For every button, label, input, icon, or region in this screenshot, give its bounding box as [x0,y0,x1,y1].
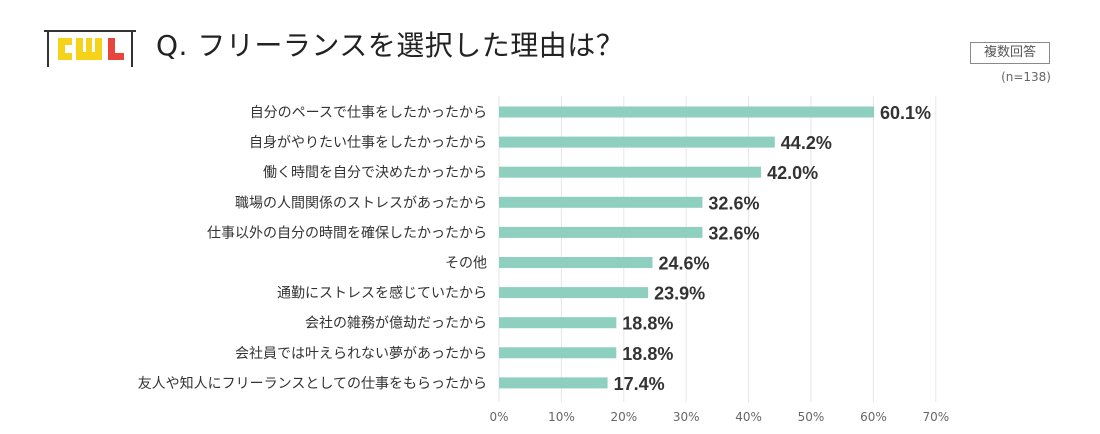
category-label: 自身がやりたい仕事をしたかったから [249,135,487,151]
category-label: 会社の雑務が億劫だったから [305,316,487,332]
labels: 0% 10% 20% 30% 40% 50% 60% 70% 自分のペースで仕事をしたかったから… [138,103,949,424]
category-label: その他 [445,256,487,272]
bar [499,106,875,118]
x-tick-label: 30% [673,410,700,424]
bar [499,347,617,359]
bar [499,226,703,238]
bar [499,287,649,299]
sample-size: (n=138) [1001,70,1051,84]
category-label: 自分のペースで仕事をしたかったから [250,105,487,121]
bar [499,136,775,148]
x-tick-label: 60% [860,410,887,424]
bars [499,106,875,389]
chart-title: Q. フリーランスを選択した理由は？ [156,29,625,62]
category-label: 友人や知人にフリーランスとしての仕事をもらったから [138,375,487,392]
category-label: 仕事以外の自分の時間を確保したかったから [207,225,487,241]
value-label: 17.4% [614,374,665,394]
bar [499,166,762,178]
value-label: 44.2% [781,133,832,153]
bar [499,377,608,389]
category-label: 職場の人間関係のストレスがあったから [235,195,487,211]
x-tick-label: 10% [548,410,575,424]
bar [499,196,703,208]
x-tick-label: 0% [489,410,508,424]
value-label: 42.0% [767,163,818,183]
x-tick-label: 50% [798,410,825,424]
category-label: 働く時間を自分で決めたかったから [263,165,487,181]
x-tick-label: 20% [610,410,637,424]
value-label: 18.8% [622,314,673,334]
x-tick-label: 40% [735,410,762,424]
category-label: 通勤にストレスを感じていたから [277,285,487,302]
bar [499,317,617,329]
bar [499,257,653,268]
value-label: 60.1% [880,103,931,123]
multiple-answer-badge: 複数回答 [970,42,1050,64]
x-tick-label: 70% [922,410,949,424]
category-label: 会社員では叶えられない夢があったから [235,346,487,362]
value-label: 32.6% [708,193,759,213]
value-label: 24.6% [659,254,710,274]
cwl-logo [44,30,136,67]
value-label: 18.8% [622,344,673,364]
value-label: 32.6% [708,223,759,243]
value-label: 23.9% [654,284,705,304]
